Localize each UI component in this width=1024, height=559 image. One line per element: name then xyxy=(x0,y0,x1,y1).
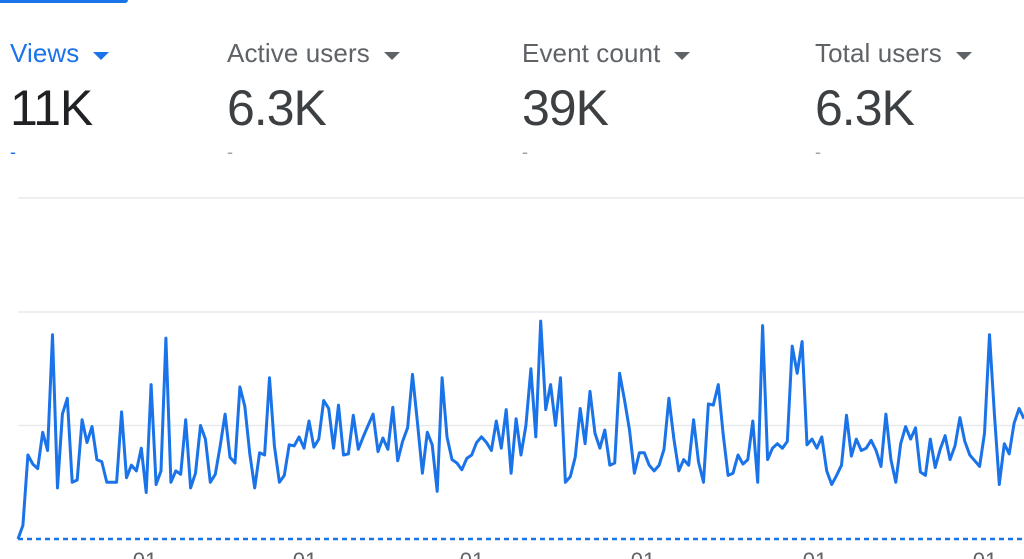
metric-active-users-label: Active users xyxy=(227,38,370,68)
metric-active-users-delta: - xyxy=(227,142,233,162)
metric-total-users-value: 6.3K xyxy=(815,80,915,136)
metric-event-count-header[interactable]: Event count xyxy=(522,38,691,69)
metric-views[interactable]: Views 11K - xyxy=(10,38,110,162)
active-tab-indicator xyxy=(0,0,128,3)
metric-event-count[interactable]: Event count 39K - xyxy=(522,38,691,162)
metric-views-label: Views xyxy=(10,38,80,68)
metric-total-users-header[interactable]: Total users xyxy=(815,38,972,69)
metric-total-users[interactable]: Total users 6.3K - xyxy=(815,38,972,161)
caret-down-icon[interactable] xyxy=(955,51,972,60)
metric-active-users-value: 6.3K xyxy=(227,80,327,136)
caret-down-icon[interactable] xyxy=(383,51,400,60)
metric-event-count-delta: - xyxy=(522,142,528,162)
metric-total-users-delta: - xyxy=(815,142,821,162)
x-tick-label: 01 xyxy=(133,548,157,559)
metric-views-header[interactable]: Views xyxy=(10,38,110,69)
caret-down-icon[interactable] xyxy=(674,51,691,60)
x-tick-label: 01 xyxy=(973,548,997,559)
metric-active-users[interactable]: Active users 6.3K - xyxy=(227,38,400,161)
caret-down-icon[interactable] xyxy=(93,51,110,60)
x-tick-label: 01 xyxy=(631,548,655,559)
metric-total-users-label: Total users xyxy=(815,38,942,68)
metric-views-value: 11K xyxy=(10,80,93,136)
metric-event-count-label: Event count xyxy=(522,38,661,68)
views-series-line xyxy=(16,319,1024,540)
metric-views-delta: - xyxy=(10,142,16,162)
x-tick-label: 01 xyxy=(460,548,484,559)
metric-active-users-header[interactable]: Active users xyxy=(227,38,400,69)
metric-event-count-value: 39K xyxy=(522,80,609,136)
x-tick-label: 01 xyxy=(293,548,317,559)
x-tick-label: 01 xyxy=(803,548,827,559)
